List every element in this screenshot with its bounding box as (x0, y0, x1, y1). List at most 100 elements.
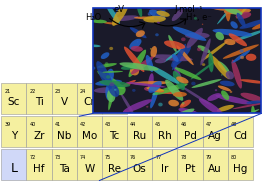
Ellipse shape (197, 48, 201, 51)
Ellipse shape (107, 89, 116, 102)
FancyArrowPatch shape (155, 19, 186, 26)
Text: Re: Re (108, 164, 121, 174)
Ellipse shape (130, 66, 139, 75)
Ellipse shape (175, 108, 194, 118)
Ellipse shape (223, 44, 259, 59)
Text: 39: 39 (4, 122, 10, 127)
Ellipse shape (181, 37, 186, 41)
Ellipse shape (199, 98, 223, 116)
Ellipse shape (150, 84, 159, 108)
Ellipse shape (220, 81, 235, 86)
Ellipse shape (95, 80, 122, 86)
Bar (203, 149, 228, 180)
Ellipse shape (207, 93, 221, 101)
Ellipse shape (185, 32, 210, 39)
Bar (26, 116, 52, 147)
Text: Rh: Rh (158, 131, 172, 141)
Ellipse shape (182, 102, 185, 104)
Ellipse shape (144, 87, 155, 91)
Ellipse shape (155, 33, 159, 36)
Ellipse shape (114, 5, 122, 18)
Ellipse shape (149, 9, 165, 20)
Text: 77: 77 (155, 155, 161, 160)
Text: L: L (10, 162, 17, 175)
Ellipse shape (215, 95, 252, 105)
Ellipse shape (128, 50, 146, 77)
Bar (152, 149, 177, 180)
Ellipse shape (225, 0, 231, 21)
Ellipse shape (94, 87, 118, 93)
Ellipse shape (200, 39, 211, 65)
Bar (102, 83, 127, 114)
Ellipse shape (97, 71, 124, 89)
Ellipse shape (202, 63, 205, 66)
Text: V: V (61, 98, 68, 108)
Ellipse shape (126, 82, 166, 88)
Bar (77, 83, 102, 114)
Ellipse shape (105, 62, 108, 66)
Ellipse shape (168, 35, 177, 52)
Ellipse shape (224, 8, 251, 14)
Ellipse shape (136, 30, 145, 37)
Ellipse shape (174, 67, 201, 80)
Ellipse shape (172, 44, 186, 70)
Ellipse shape (252, 21, 262, 30)
Ellipse shape (101, 52, 109, 59)
Ellipse shape (146, 106, 148, 108)
Text: 73: 73 (55, 155, 61, 160)
Ellipse shape (153, 83, 188, 95)
Ellipse shape (201, 41, 228, 62)
Bar (177, 116, 203, 147)
Ellipse shape (176, 45, 194, 65)
Ellipse shape (103, 22, 119, 25)
Text: Ir: Ir (161, 164, 168, 174)
Bar (102, 149, 127, 180)
Ellipse shape (237, 13, 246, 27)
Ellipse shape (149, 65, 179, 84)
Ellipse shape (246, 101, 262, 104)
Ellipse shape (143, 16, 166, 22)
Ellipse shape (148, 73, 154, 91)
Ellipse shape (156, 11, 170, 17)
Ellipse shape (102, 71, 123, 73)
Bar (26, 149, 52, 180)
Ellipse shape (148, 14, 150, 15)
Ellipse shape (116, 85, 126, 95)
Ellipse shape (217, 105, 234, 112)
Bar (93, 8, 261, 113)
Ellipse shape (232, 60, 242, 89)
Text: Hf: Hf (33, 164, 45, 174)
Text: Au: Au (208, 164, 222, 174)
Ellipse shape (194, 17, 197, 20)
Text: M: M (110, 98, 119, 108)
Ellipse shape (244, 109, 259, 116)
Ellipse shape (171, 45, 191, 67)
Text: 40: 40 (30, 122, 36, 127)
Text: Y: Y (11, 131, 17, 141)
Ellipse shape (215, 89, 217, 91)
Ellipse shape (180, 86, 210, 105)
Ellipse shape (217, 61, 230, 74)
Ellipse shape (130, 27, 147, 38)
FancyArrowPatch shape (110, 19, 145, 28)
Bar (102, 116, 127, 147)
Ellipse shape (132, 89, 136, 92)
Text: Cr: Cr (84, 98, 95, 108)
Ellipse shape (176, 76, 189, 84)
Ellipse shape (236, 12, 251, 19)
Text: Pd: Pd (183, 131, 196, 141)
Ellipse shape (239, 19, 262, 29)
Text: 80: 80 (231, 155, 237, 160)
Text: 22: 22 (30, 89, 36, 94)
Bar (177, 149, 203, 180)
Ellipse shape (212, 29, 252, 36)
Ellipse shape (146, 55, 154, 72)
Ellipse shape (239, 49, 244, 53)
Ellipse shape (132, 81, 169, 85)
Ellipse shape (231, 62, 233, 64)
Text: Os: Os (133, 164, 146, 174)
Ellipse shape (120, 80, 136, 88)
Ellipse shape (232, 50, 250, 63)
Text: eV: eV (114, 5, 125, 14)
Text: J mol⁻¹: J mol⁻¹ (174, 5, 203, 14)
